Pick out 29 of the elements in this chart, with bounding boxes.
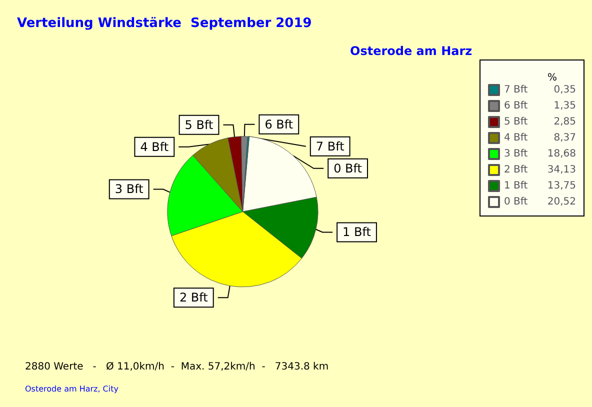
slice-label: 7 Bft (316, 139, 345, 154)
legend-label: 3 Bft (504, 148, 528, 160)
legend-title: % (548, 72, 558, 84)
legend-label: 4 Bft (504, 132, 528, 144)
chart-subtitle: Osterode am Harz (350, 44, 472, 58)
chart-title: Verteilung Windstärke September 2019 (17, 16, 312, 31)
legend-label: 1 Bft (504, 180, 528, 192)
legend-label: 2 Bft (504, 164, 528, 176)
data-label: 0,35 (554, 84, 576, 96)
legend-label: 7 Bft (504, 84, 528, 96)
slice-label: 6 Bft (264, 117, 294, 132)
slice-label: 4 Bft (140, 140, 169, 154)
text: 2880 Werte - Ø 11,0km/h - Max. 57,2km/h - 7343.8 km (25, 362, 329, 372)
legend-label: 6 Bft (504, 100, 528, 112)
legend-label: 5 Bft (504, 116, 528, 128)
data-label: 8,37 (554, 132, 576, 144)
data-label: 34,13 (547, 164, 576, 176)
slice-label: 1 Bft (342, 225, 372, 240)
data-label: 1,35 (554, 100, 576, 112)
data-label: 2,85 (554, 116, 576, 128)
data-label: 18,68 (547, 148, 576, 160)
slice-label: 5 Bft (184, 118, 214, 132)
slice-label: 3 Bft (114, 182, 144, 196)
legend-label: 0 Bft (504, 196, 528, 208)
slice-label: 0 Bft (334, 161, 362, 176)
text: Osterode am Harz, City (25, 384, 119, 394)
data-label: 20,52 (547, 196, 576, 208)
data-label: 13,75 (547, 180, 576, 192)
slice-label: 2 Bft (179, 290, 208, 305)
